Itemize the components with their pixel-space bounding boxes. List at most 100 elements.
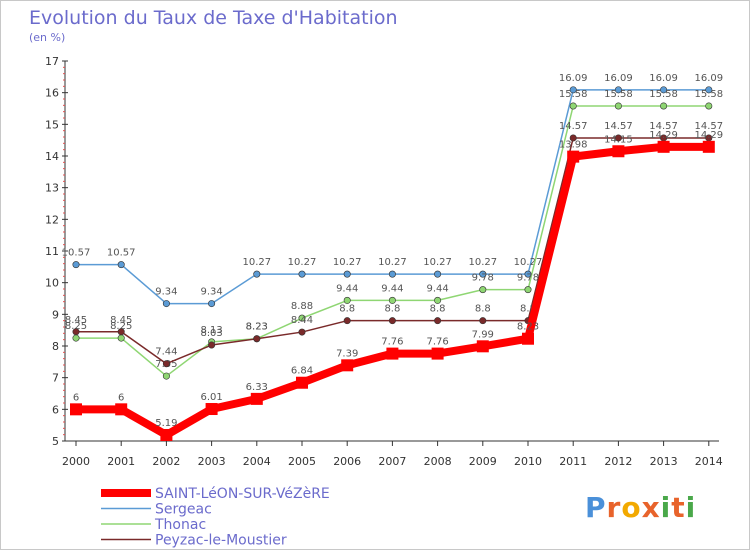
data-point-sergeac bbox=[434, 270, 442, 278]
data-label-sergeac: 10.57 bbox=[107, 248, 136, 259]
data-point-sergeac bbox=[162, 300, 170, 308]
data-point-saint-l-on-sur-v-z-re bbox=[612, 145, 625, 158]
legend-label-thonac: Thonac bbox=[154, 517, 206, 533]
data-label-peyzac-le-moustier: 8.44 bbox=[291, 315, 313, 326]
data-label-thonac: 8.25 bbox=[110, 321, 132, 332]
data-label-sergeac: 10.27 bbox=[242, 257, 271, 268]
x-tick-label: 2001 bbox=[107, 455, 135, 468]
data-point-saint-l-on-sur-v-z-re bbox=[386, 347, 399, 360]
data-label-saint-l-on-sur-v-z-re: 6 bbox=[118, 392, 124, 403]
data-point-saint-l-on-sur-v-z-re bbox=[115, 403, 128, 416]
data-point-peyzac-le-moustier bbox=[479, 317, 487, 325]
data-label-sergeac: 10.57 bbox=[62, 248, 91, 259]
x-tick-label: 2009 bbox=[469, 455, 497, 468]
x-tick-label: 2000 bbox=[62, 455, 90, 468]
data-point-saint-l-on-sur-v-z-re bbox=[657, 140, 670, 153]
logo-letter: x bbox=[641, 491, 661, 524]
data-label-saint-l-on-sur-v-z-re: 6.33 bbox=[246, 382, 268, 393]
data-point-sergeac bbox=[614, 86, 622, 94]
data-label-peyzac-le-moustier: 14.57 bbox=[559, 121, 588, 132]
data-label-thonac: 9.44 bbox=[426, 283, 448, 294]
data-point-thonac bbox=[434, 296, 442, 304]
series-line-peyzac-le-moustier bbox=[76, 137, 709, 365]
data-label-sergeac: 9.34 bbox=[155, 287, 177, 298]
data-point-thonac bbox=[524, 286, 532, 294]
data-point-sergeac bbox=[343, 270, 351, 278]
data-point-thonac bbox=[162, 372, 170, 380]
data-point-peyzac-le-moustier bbox=[253, 335, 261, 343]
data-label-peyzac-le-moustier: 14.57 bbox=[694, 121, 723, 132]
data-label-peyzac-le-moustier: 14.57 bbox=[649, 121, 678, 132]
x-tick-label: 2012 bbox=[604, 455, 632, 468]
data-label-sergeac: 16.09 bbox=[694, 73, 723, 84]
x-tick-label: 2007 bbox=[378, 455, 406, 468]
data-point-saint-l-on-sur-v-z-re bbox=[296, 376, 308, 389]
data-point-sergeac bbox=[388, 270, 396, 278]
data-label-peyzac-le-moustier: 8.8 bbox=[475, 304, 491, 315]
data-point-sergeac bbox=[253, 270, 261, 278]
data-point-saint-l-on-sur-v-z-re bbox=[431, 347, 444, 360]
data-point-saint-l-on-sur-v-z-re bbox=[522, 332, 534, 345]
data-label-thonac: 8.23 bbox=[246, 322, 268, 333]
legend-label-sergeac: Sergeac bbox=[155, 502, 212, 518]
data-label-thonac: 9.44 bbox=[336, 283, 358, 294]
data-label-peyzac-le-moustier: 7.44 bbox=[155, 347, 177, 358]
data-point-peyzac-le-moustier bbox=[614, 134, 622, 142]
logo-letter: P bbox=[585, 491, 607, 524]
data-label-saint-l-on-sur-v-z-re: 14.29 bbox=[649, 130, 678, 141]
data-label-sergeac: 16.09 bbox=[604, 73, 633, 84]
data-point-peyzac-le-moustier bbox=[298, 328, 306, 336]
x-tick-label: 2014 bbox=[695, 455, 723, 468]
data-point-peyzac-le-moustier bbox=[162, 360, 170, 368]
data-point-peyzac-le-moustier bbox=[343, 317, 351, 325]
data-label-thonac: 9.44 bbox=[381, 283, 403, 294]
data-point-peyzac-le-moustier bbox=[569, 134, 577, 142]
chart-title: Evolution du Taux de Taxe d'Habitation bbox=[29, 7, 398, 29]
y-tick-label: 17 bbox=[45, 55, 59, 68]
data-point-peyzac-le-moustier bbox=[388, 317, 396, 325]
data-label-peyzac-le-moustier: 8.8 bbox=[384, 304, 400, 315]
y-tick-label: 8 bbox=[52, 340, 59, 353]
data-label-saint-l-on-sur-v-z-re: 7.76 bbox=[381, 337, 403, 348]
data-label-peyzac-le-moustier: 14.57 bbox=[604, 121, 633, 132]
data-label-saint-l-on-sur-v-z-re: 6.01 bbox=[200, 392, 222, 403]
data-label-sergeac: 16.09 bbox=[559, 73, 588, 84]
data-point-thonac bbox=[660, 102, 668, 110]
data-point-saint-l-on-sur-v-z-re bbox=[250, 392, 263, 405]
data-point-thonac bbox=[72, 334, 80, 342]
data-point-sergeac bbox=[569, 86, 577, 94]
data-label-saint-l-on-sur-v-z-re: 7.39 bbox=[336, 348, 358, 359]
x-tick-label: 2011 bbox=[559, 455, 587, 468]
y-tick-label: 10 bbox=[45, 277, 59, 290]
y-tick-label: 11 bbox=[45, 245, 59, 258]
data-label-peyzac-le-moustier: 8.8 bbox=[339, 304, 355, 315]
data-point-thonac bbox=[569, 102, 577, 110]
data-point-saint-l-on-sur-v-z-re bbox=[702, 140, 715, 153]
logo-letter: o bbox=[621, 491, 642, 524]
data-label-saint-l-on-sur-v-z-re: 14.29 bbox=[694, 130, 723, 141]
data-label-saint-l-on-sur-v-z-re: 5.19 bbox=[155, 418, 177, 429]
data-label-peyzac-le-moustier: 8.45 bbox=[65, 315, 87, 326]
data-point-peyzac-le-moustier bbox=[72, 328, 80, 336]
data-point-peyzac-le-moustier bbox=[117, 328, 125, 336]
legend-label-peyzac-le-moustier: Peyzac-le-Moustier bbox=[155, 533, 287, 549]
logo-letter: t bbox=[671, 491, 686, 524]
data-label-peyzac-le-moustier: 8.03 bbox=[200, 328, 222, 339]
data-label-sergeac: 10.27 bbox=[288, 257, 317, 268]
data-label-thonac: 8.13 bbox=[200, 325, 222, 336]
x-tick-label: 2013 bbox=[650, 455, 678, 468]
data-point-saint-l-on-sur-v-z-re bbox=[476, 340, 489, 353]
logo-letter: i bbox=[660, 491, 672, 524]
x-tick-label: 2003 bbox=[198, 455, 226, 468]
y-tick-label: 7 bbox=[52, 372, 59, 385]
data-point-sergeac bbox=[117, 261, 125, 269]
data-label-sergeac: 10.27 bbox=[333, 257, 362, 268]
data-label-saint-l-on-sur-v-z-re: 7.76 bbox=[426, 337, 448, 348]
x-tick-label: 2006 bbox=[333, 455, 361, 468]
proxiti-logo: Proxiti bbox=[585, 491, 696, 524]
data-point-thonac bbox=[388, 296, 396, 304]
data-point-sergeac bbox=[298, 270, 306, 278]
data-point-thonac bbox=[614, 102, 622, 110]
